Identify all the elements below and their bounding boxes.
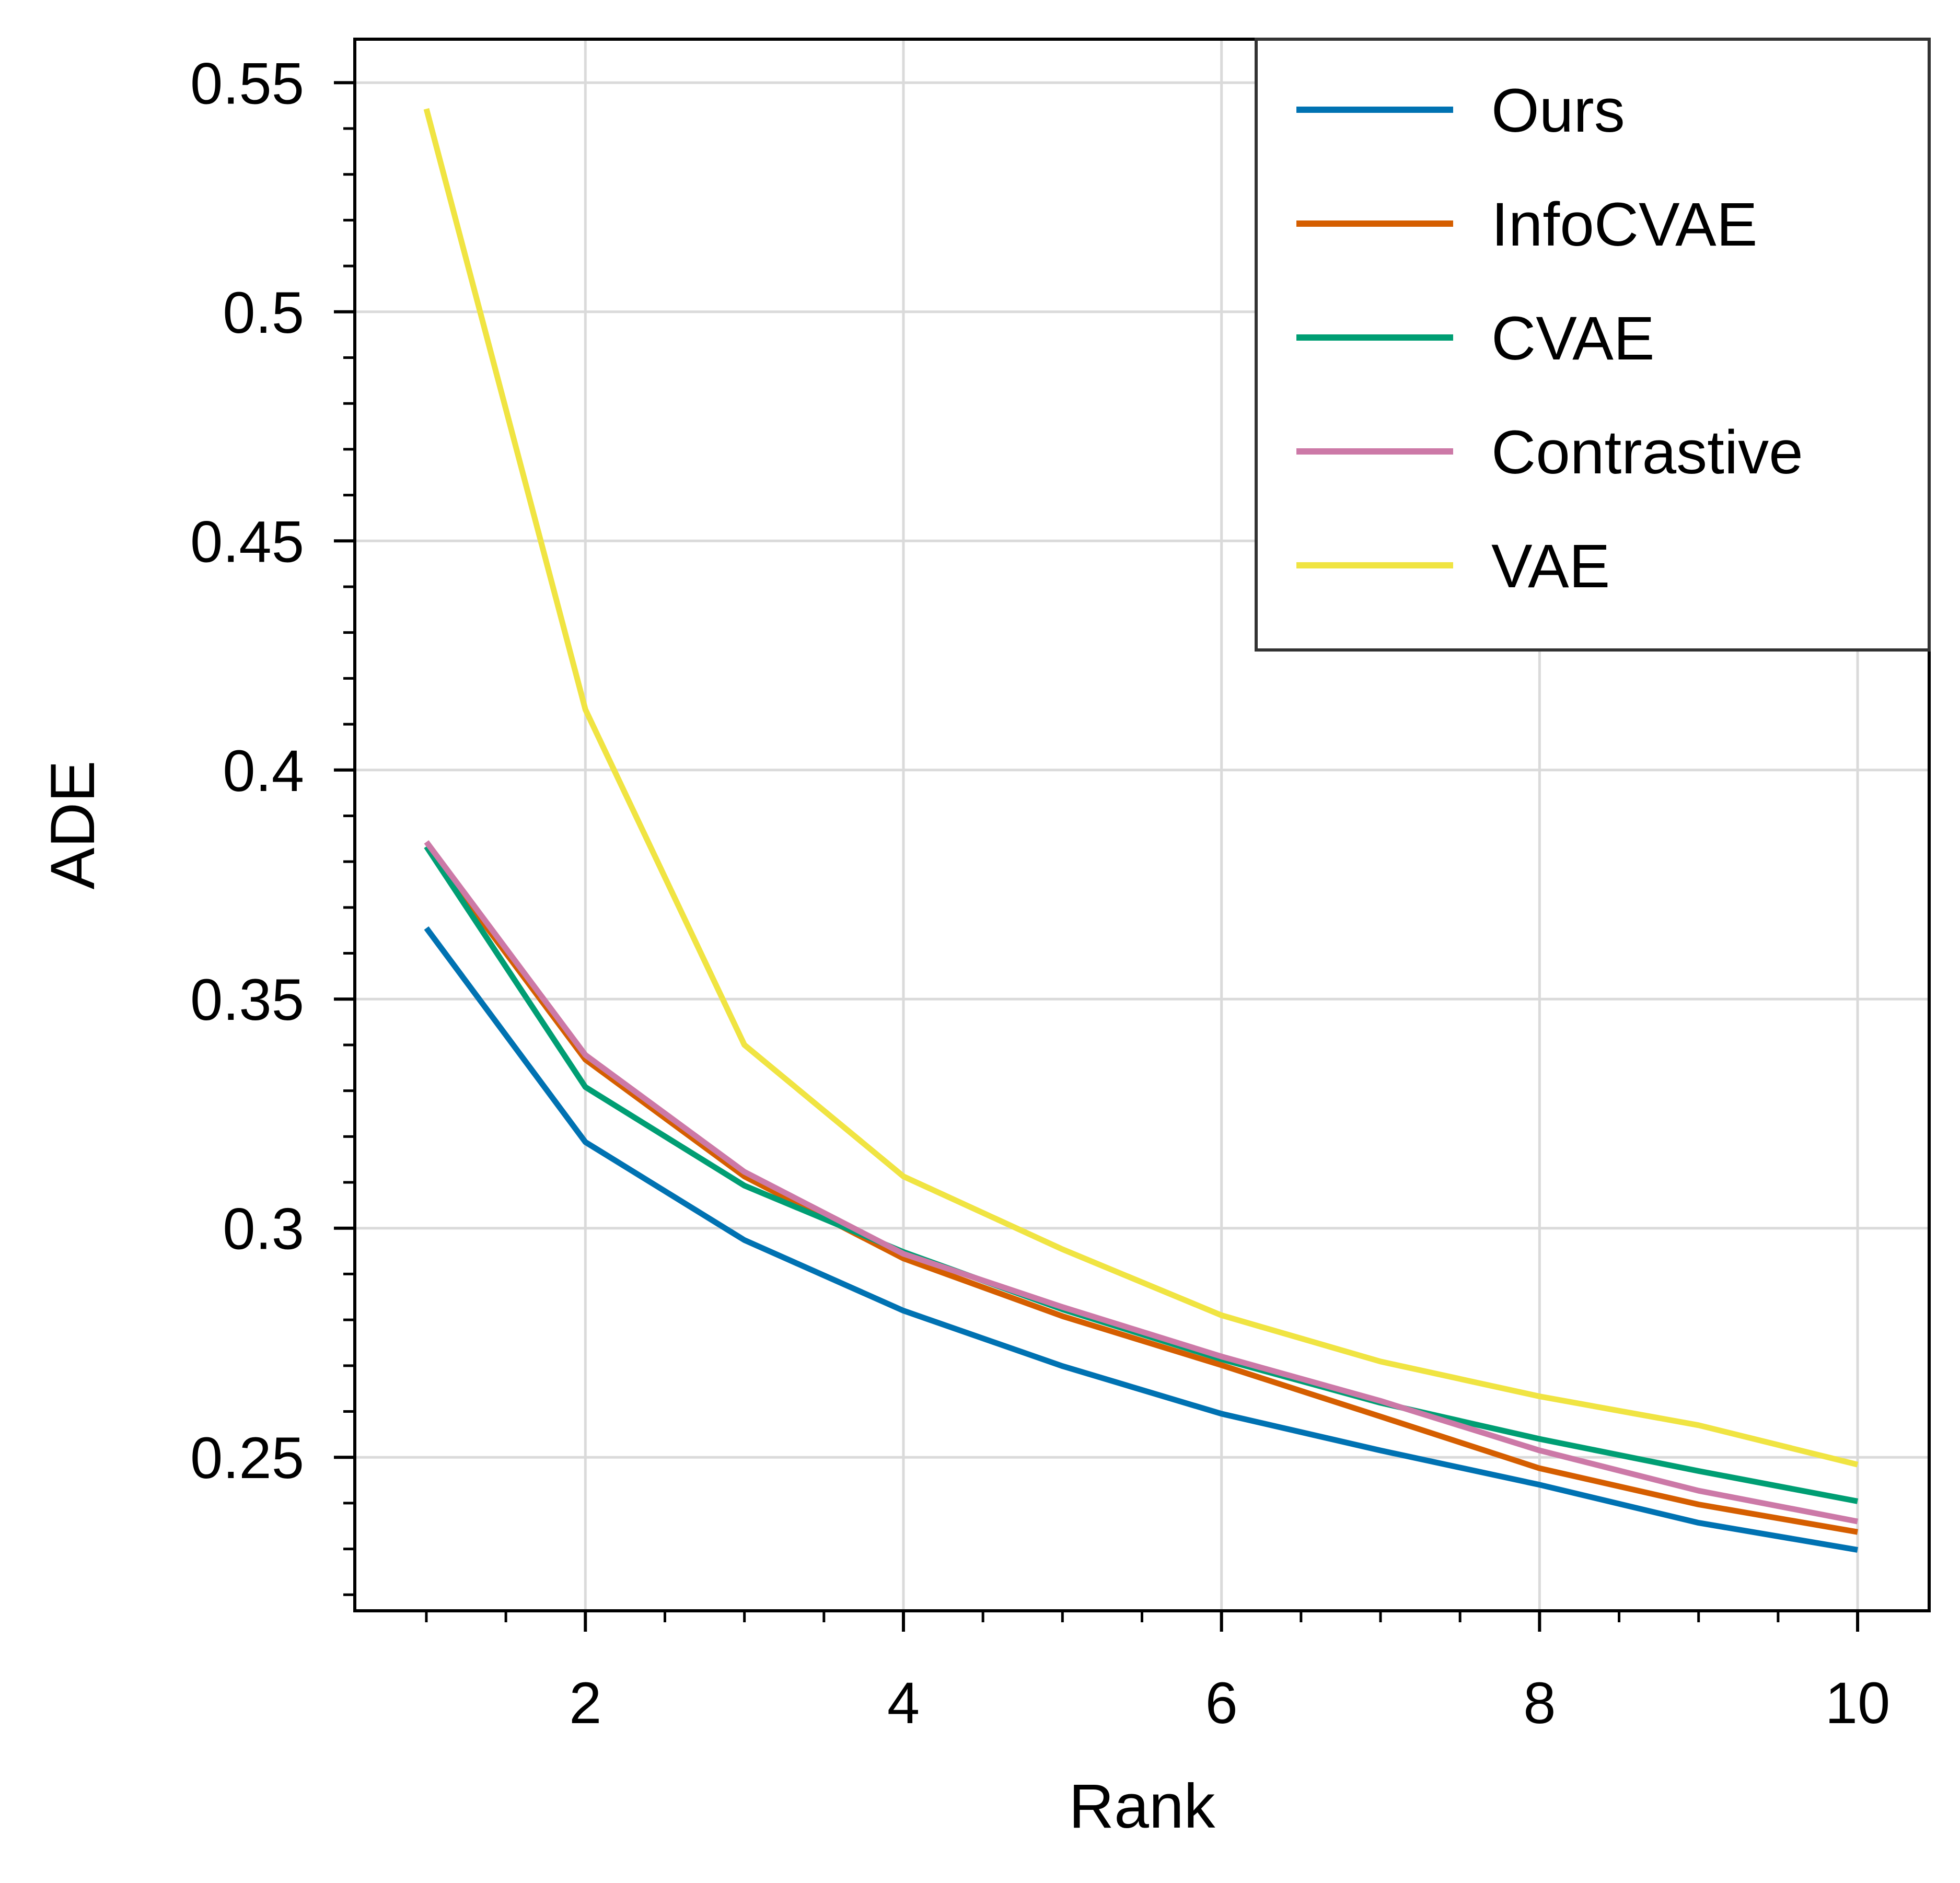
y-tick-label: 0.45 <box>190 509 304 574</box>
series-line-ours <box>424 926 1858 1553</box>
series-line-infocvae <box>424 844 1858 1535</box>
y-tick-label: 0.5 <box>223 280 304 345</box>
series-line-vae <box>423 108 1859 1468</box>
legend-label: VAE <box>1491 532 1610 601</box>
y-tick-label: 0.4 <box>223 738 304 804</box>
legend: Ours InfoCVAE CVAE Contrastive VAE <box>1255 38 1931 652</box>
x-tick-label: 2 <box>569 1670 601 1736</box>
legend-label: Contrastive <box>1491 418 1803 487</box>
y-axis-title: ADE <box>38 761 108 890</box>
x-tick-label: 4 <box>887 1670 920 1736</box>
series-lines <box>423 108 1859 1553</box>
axis-ticks <box>334 81 1860 1632</box>
x-tick-label: 6 <box>1205 1670 1238 1736</box>
tick-labels: 2 4 6 8 10 0.25 0.3 0.35 0.4 0.45 0.5 0.55 <box>190 51 1890 1736</box>
y-tick-label: 0.25 <box>190 1425 304 1491</box>
legend-label: CVAE <box>1491 304 1655 373</box>
y-tick-label: 0.35 <box>190 967 304 1032</box>
y-tick-label: 0.3 <box>223 1196 304 1262</box>
legend-box <box>1255 38 1931 652</box>
legend-label: InfoCVAE <box>1491 190 1757 259</box>
y-tick-label: 0.55 <box>190 51 304 116</box>
x-axis-title: Rank <box>1069 1771 1215 1841</box>
legend-label: Ours <box>1491 76 1625 145</box>
x-tick-label: 8 <box>1523 1670 1556 1736</box>
x-tick-label: 10 <box>1825 1670 1891 1736</box>
series-line-contrastive <box>424 840 1859 1525</box>
